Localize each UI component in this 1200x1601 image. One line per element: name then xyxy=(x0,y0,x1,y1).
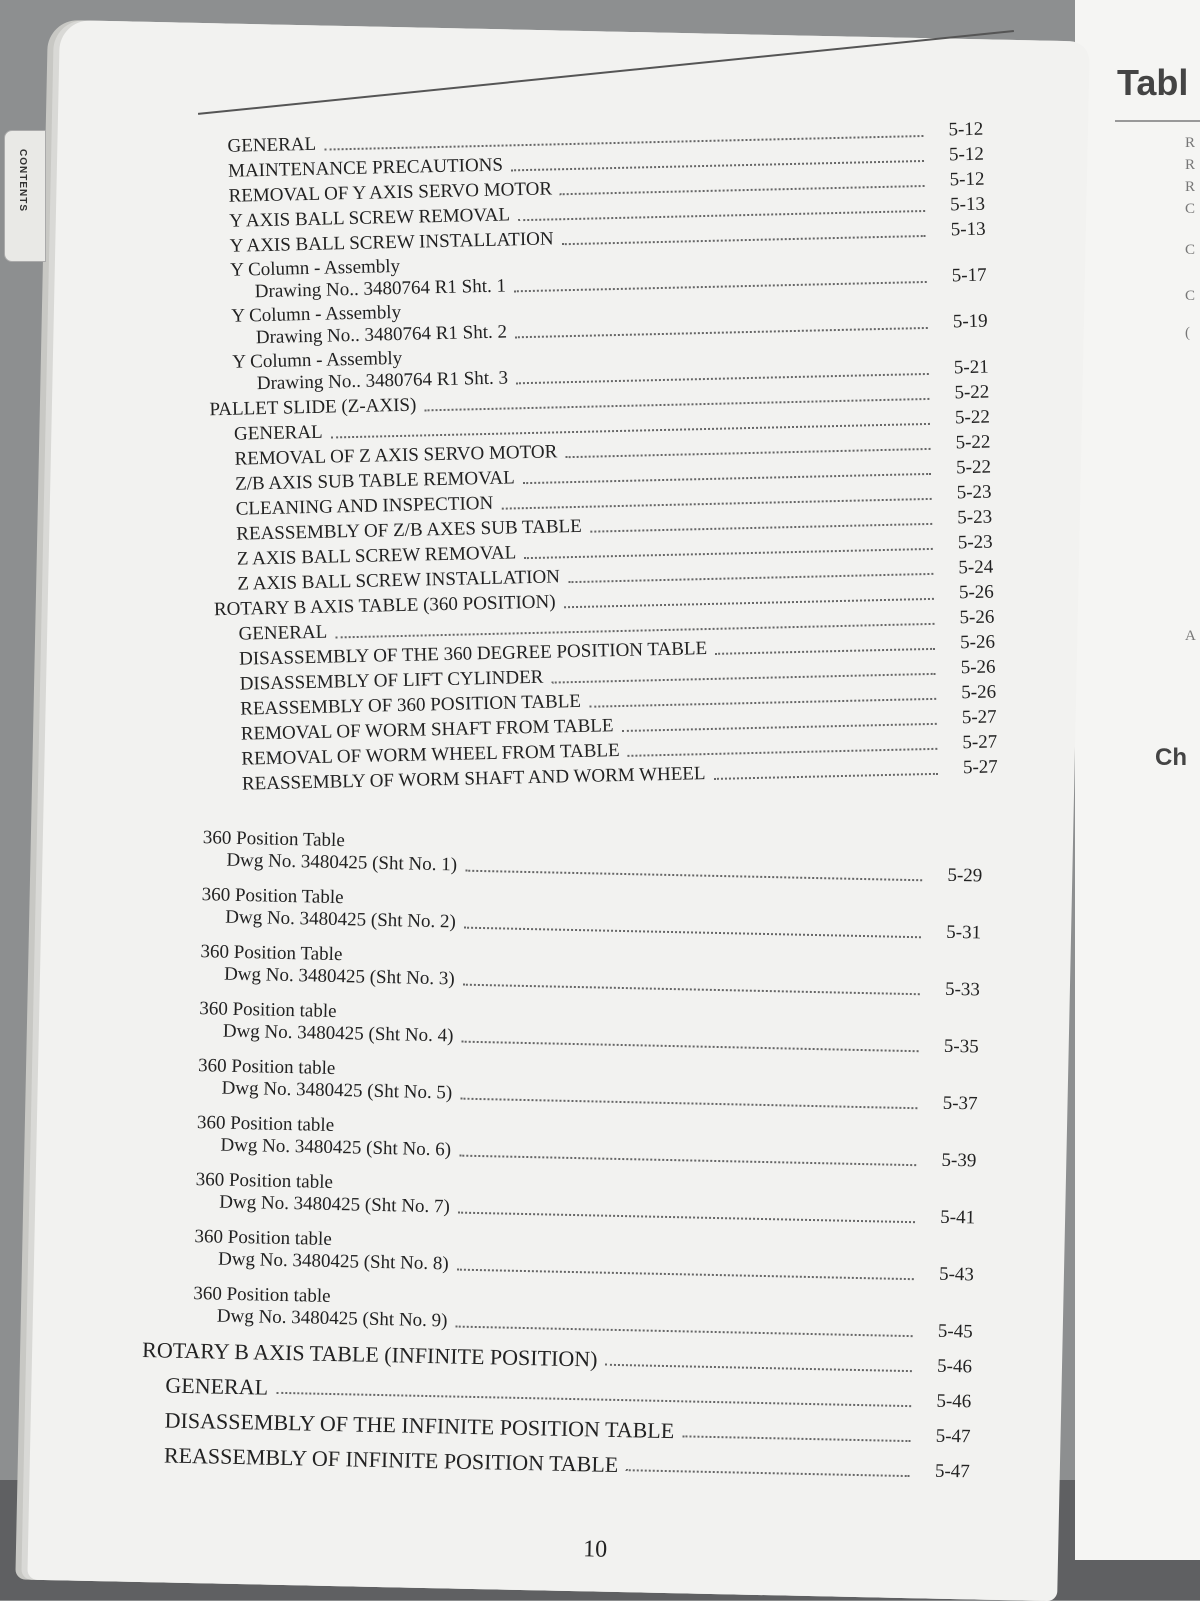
facing-page-letter: R xyxy=(1185,135,1196,151)
toc-entry-page: 5-41 xyxy=(940,1206,976,1229)
toc-entry-page: 5-35 xyxy=(943,1035,979,1058)
toc-entry-title: REASSEMBLY OF INFINITE POSITION TABLE xyxy=(163,1442,619,1478)
dot-leader xyxy=(713,772,938,780)
toc-entry-label: PALLET SLIDE (Z-AXIS) xyxy=(209,395,416,422)
toc-entry-title: PALLET SLIDE (Z-AXIS) xyxy=(209,394,417,421)
toc-entry-page: 5-23 xyxy=(956,481,992,504)
toc-entry-page: 5-33 xyxy=(944,978,981,1001)
toc-entry-page: 5-23 xyxy=(957,506,993,529)
toc-entry-page: 5-27 xyxy=(962,731,998,754)
toc-section-drawings: 360 Position Table Dwg No. 3480425 (Sht N… xyxy=(193,814,984,1343)
toc-entry-label: 360 Position Table Dwg No. 3480425 (Sht N… xyxy=(200,941,456,990)
toc-entry-page: 5-22 xyxy=(954,406,991,429)
toc-entry-page: 5-43 xyxy=(938,1263,975,1286)
toc-entry-page: 5-24 xyxy=(958,556,994,579)
toc-entry-page: 5-13 xyxy=(949,193,986,216)
facing-page: Tabl R R R C C C(A Ch xyxy=(1075,0,1200,1560)
toc-entry-label: GENERAL xyxy=(210,422,323,447)
toc-entry-label: Y Column - Assembly Drawing No.. 3480764 … xyxy=(206,254,506,305)
toc-entry-label: 360 Position table Dwg No. 3480425 (Sht N… xyxy=(197,1055,453,1104)
facing-page-letter: A xyxy=(1185,628,1196,644)
toc-entry-page: 5-46 xyxy=(936,1355,973,1378)
dot-leader xyxy=(682,1435,911,1443)
toc-entry-label: Y Column - Assembly Drawing No.. 3480764 … xyxy=(207,300,507,351)
toc-entry-label: 360 Position table Dwg No. 3480425 (Sht N… xyxy=(194,1226,450,1275)
toc-entry-page: 5-19 xyxy=(952,310,988,333)
contents-tab[interactable]: CONTENTS xyxy=(4,130,46,262)
toc-entry-label: REASSEMBLY OF INFINITE POSITION TABLE xyxy=(140,1442,619,1478)
dot-leader xyxy=(626,1469,910,1478)
toc-entry-page: 5-22 xyxy=(955,456,992,479)
toc-entry-page: 5-12 xyxy=(949,168,985,191)
toc-entry-label: GENERAL xyxy=(141,1372,269,1400)
facing-page-letter: C xyxy=(1185,242,1196,258)
toc-entry-page: 5-47 xyxy=(934,1460,971,1483)
facing-page-letter: R xyxy=(1185,157,1196,173)
toc-entry-page: 5-31 xyxy=(946,921,982,944)
facing-page-rule xyxy=(1115,120,1200,122)
toc-entry-page: 5-22 xyxy=(955,431,991,454)
toc-entry-page: 5-13 xyxy=(950,218,986,241)
toc-entry-page: 5-37 xyxy=(942,1092,978,1115)
toc-entry-page: 5-12 xyxy=(948,143,985,166)
toc-entry-page: 5-39 xyxy=(941,1149,977,1172)
toc-entry-page: 5-27 xyxy=(961,706,997,729)
toc-entry-page: 5-12 xyxy=(948,118,984,141)
toc-entry-label: GENERAL xyxy=(203,134,316,159)
toc-entry-label: 360 Position table Dwg No. 3480425 (Sht N… xyxy=(199,998,455,1047)
toc-entry-page: 5-47 xyxy=(935,1425,971,1448)
toc-entry-page: 5-26 xyxy=(961,681,997,704)
facing-page-title: Tabl xyxy=(1117,62,1189,103)
table-of-contents: GENERAL 5-12 MAINTENANCE PRECAUTIONS 5-12 RE… xyxy=(142,119,998,1483)
toc-entry-label: 360 Position table Dwg No. 3480425 (Sht N… xyxy=(195,1169,451,1218)
toc-entry-page: 5-26 xyxy=(958,581,995,604)
header-rule xyxy=(197,30,1014,115)
facing-page-chapter: Ch xyxy=(1155,744,1187,771)
toc-entry-title: CLEANING AND INSPECTION xyxy=(235,492,494,520)
toc-entry-page: 5-17 xyxy=(951,264,987,287)
facing-page-letter: C xyxy=(1185,201,1196,217)
toc-entry-title: GENERAL xyxy=(227,133,317,157)
facing-page-letter: R xyxy=(1185,179,1196,195)
toc-entry-page: 5-21 xyxy=(953,356,989,379)
toc-entry-page: 5-46 xyxy=(936,1390,972,1413)
toc-entry-title: GENERAL xyxy=(165,1372,269,1400)
page-number: 10 xyxy=(582,1536,608,1563)
toc-entry-label: GENERAL xyxy=(214,622,327,647)
toc-entry-label: 360 Position table Dwg No. 3480425 (Sht N… xyxy=(196,1112,452,1161)
toc-entry-title: GENERAL xyxy=(238,621,328,645)
contents-page: GENERAL 5-12 MAINTENANCE PRECAUTIONS 5-12 RE… xyxy=(27,20,1090,1601)
toc-entry-title: GENERAL xyxy=(233,421,323,445)
toc-entry-page: 5-29 xyxy=(947,864,983,887)
toc-entry-label: 360 Position Table Dwg No. 3480425 (Sht N… xyxy=(201,884,457,933)
toc-entry-page: 5-26 xyxy=(959,631,996,654)
toc-entry-page: 5-26 xyxy=(959,606,995,629)
dot-leader xyxy=(715,647,936,655)
toc-entry-label: 360 Position Table Dwg No. 3480425 (Sht N… xyxy=(202,827,458,876)
toc-section-top: GENERAL 5-12 MAINTENANCE PRECAUTIONS 5-12 RE… xyxy=(203,116,998,797)
toc-entry-page: 5-23 xyxy=(957,531,993,554)
toc-entry-page: 5-26 xyxy=(960,656,996,679)
toc-entry-page: 5-22 xyxy=(954,381,990,404)
toc-entry-label: Y Column - Assembly Drawing No.. 3480764 … xyxy=(208,345,508,396)
toc-entry-label: 360 Position table Dwg No. 3480425 (Sht N… xyxy=(193,1283,449,1332)
toc-entry-page: 5-27 xyxy=(962,756,999,779)
facing-page-letter: ( xyxy=(1185,325,1190,341)
toc-entry-page: 5-45 xyxy=(937,1320,973,1343)
contents-tab-label: CONTENTS xyxy=(17,149,28,212)
toc-section-bottom: ROTARY B AXIS TABLE (INFINITE POSITION) 5… xyxy=(140,1326,973,1483)
facing-page-letter: C xyxy=(1185,288,1196,304)
